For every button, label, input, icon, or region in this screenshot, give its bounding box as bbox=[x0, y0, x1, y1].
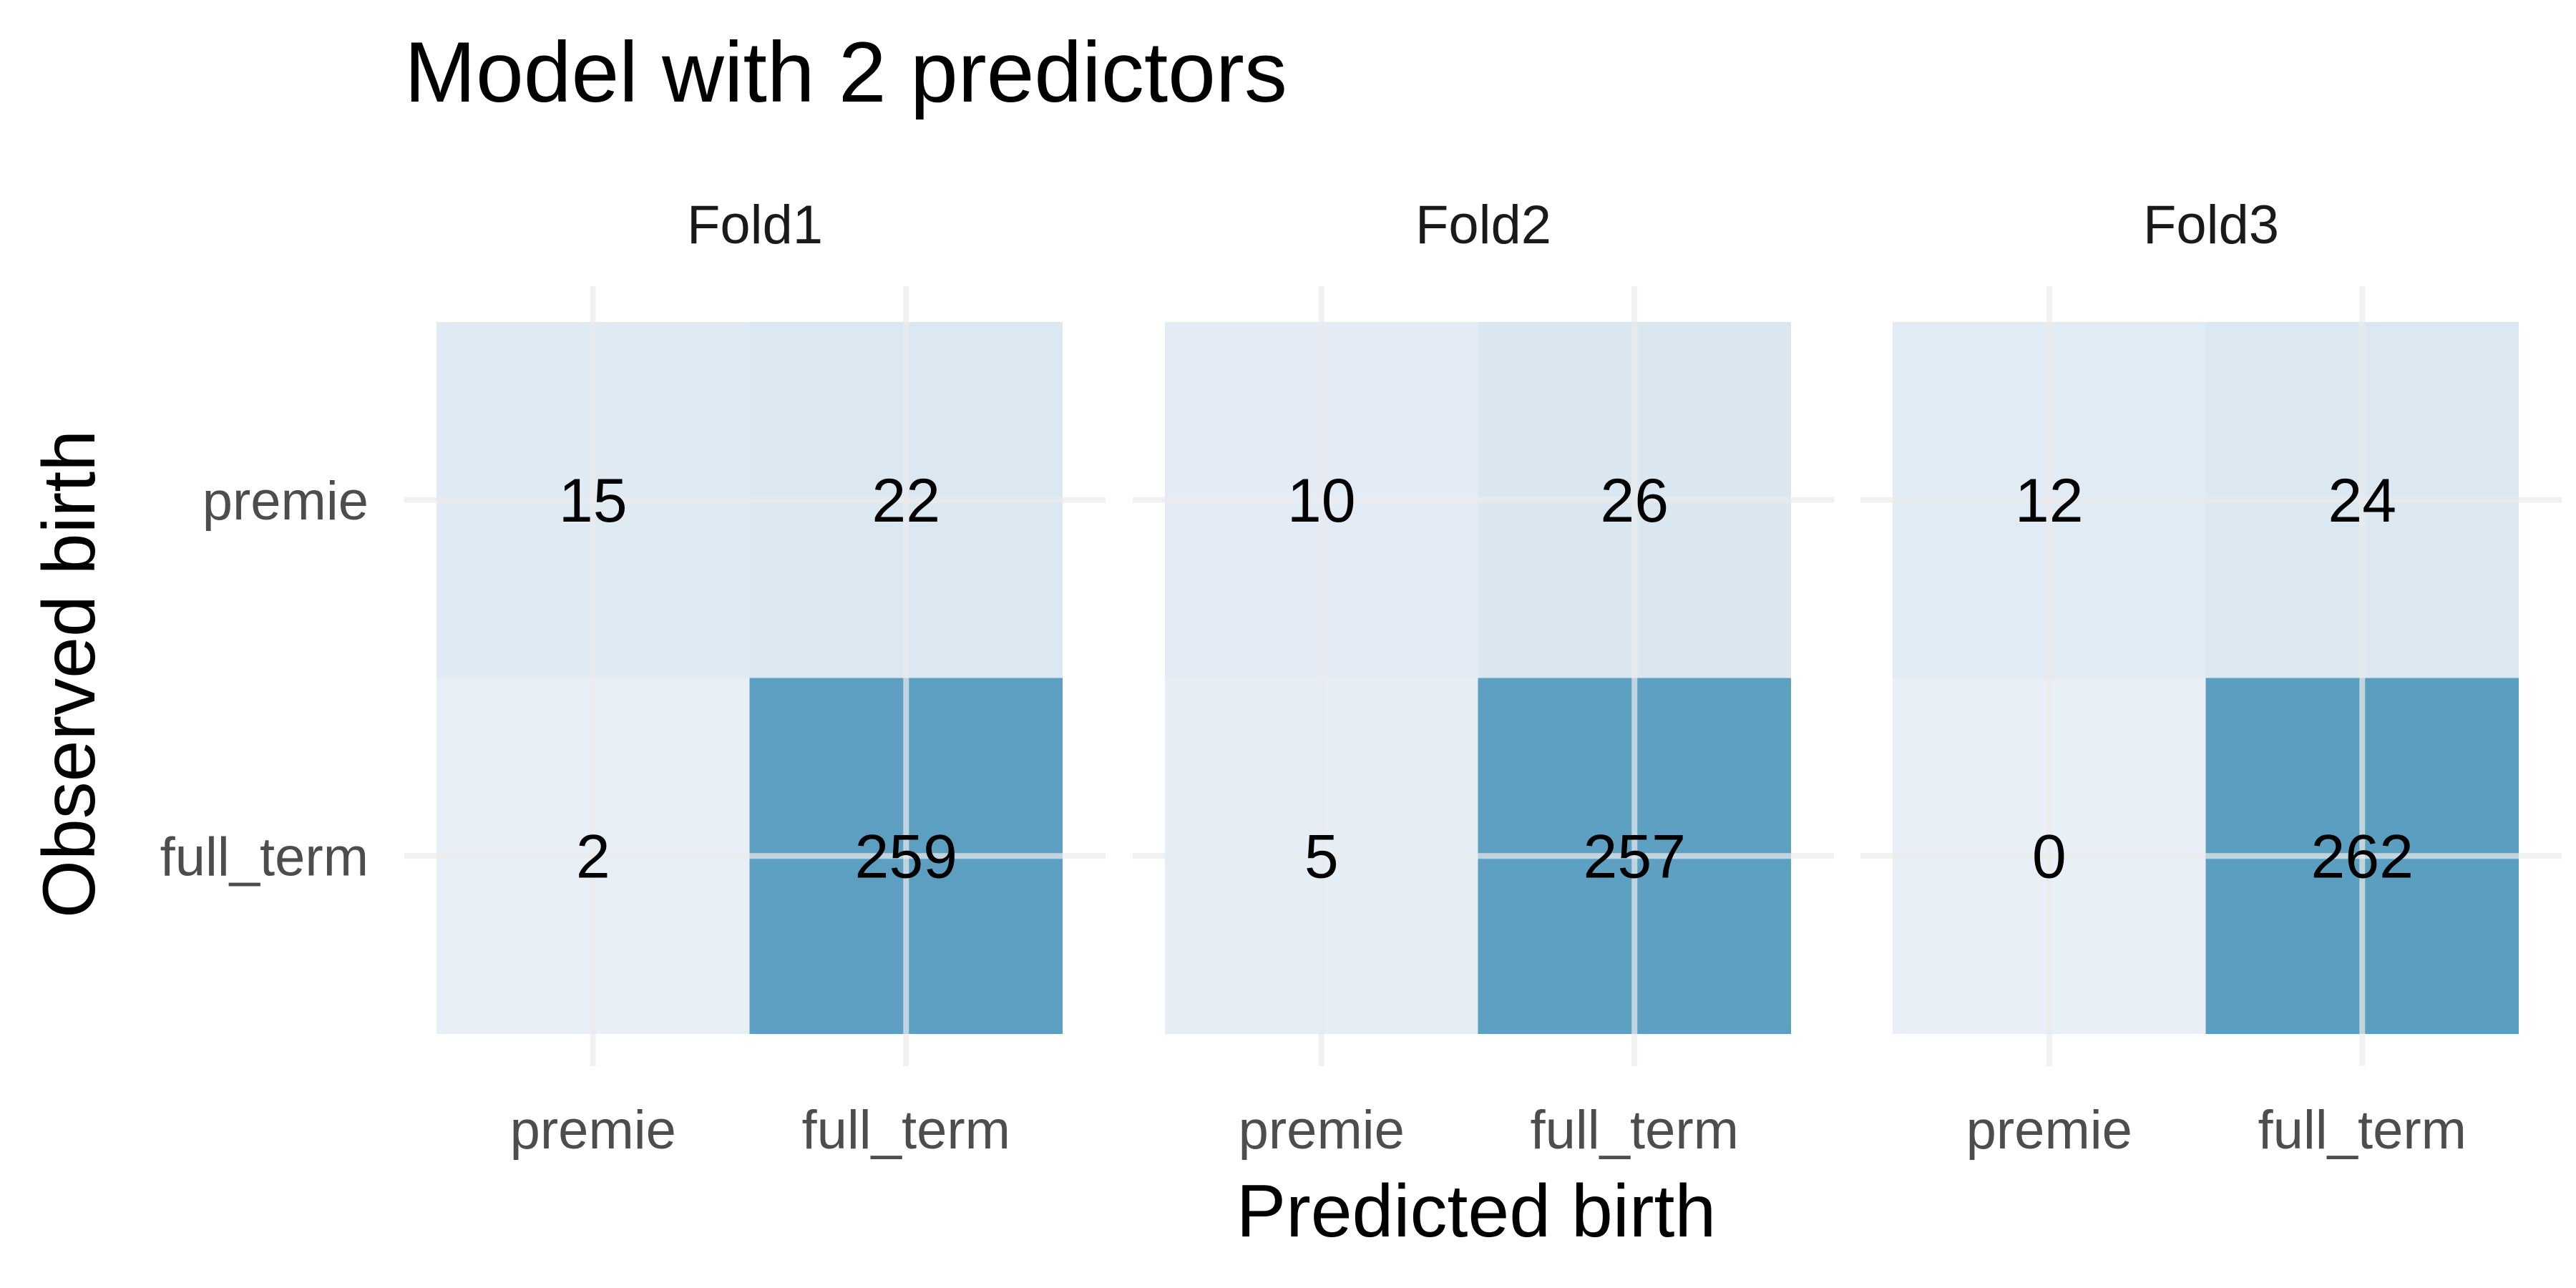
cell-value-label: 15 bbox=[559, 467, 628, 535]
cell-value-label: 12 bbox=[2015, 467, 2084, 535]
y-tick-label: premie bbox=[203, 471, 369, 532]
y-tick-label: full_term bbox=[160, 826, 369, 887]
cell-value-label: 0 bbox=[2032, 822, 2067, 891]
cell-value-label: 259 bbox=[855, 822, 958, 891]
cell-value-label: 10 bbox=[1287, 467, 1356, 535]
x-tick-label: full_term bbox=[2258, 1100, 2467, 1161]
cell-value-label: 257 bbox=[1584, 822, 1687, 891]
facet-label: Fold3 bbox=[2143, 195, 2279, 255]
x-tick-label: premie bbox=[510, 1100, 676, 1161]
x-tick-label: premie bbox=[1966, 1100, 2132, 1161]
x-axis-title: Predicted birth bbox=[1236, 1170, 1717, 1253]
cell-value-label: 5 bbox=[1304, 822, 1339, 891]
y-axis-title: Observed birth bbox=[28, 430, 111, 918]
chart-title: Model with 2 predictors bbox=[404, 24, 1287, 120]
x-tick-label: full_term bbox=[1531, 1100, 1739, 1161]
x-tick-label: full_term bbox=[802, 1100, 1010, 1161]
cell-value-label: 24 bbox=[2328, 467, 2396, 535]
cell-value-label: 262 bbox=[2311, 822, 2414, 891]
facet-panel: Fold3 12 24 0 262 premie full_term bbox=[1860, 195, 2562, 1161]
cell-value-label: 26 bbox=[1600, 467, 1669, 535]
cell-value-label: 22 bbox=[872, 467, 940, 535]
cell-value-label: 2 bbox=[576, 822, 610, 891]
facet-panel: Fold2 10 26 5 257 premie full_term bbox=[1133, 195, 1834, 1161]
x-tick-label: premie bbox=[1239, 1100, 1405, 1161]
facet-label: Fold1 bbox=[687, 195, 823, 255]
facet-label: Fold2 bbox=[1415, 195, 1551, 255]
